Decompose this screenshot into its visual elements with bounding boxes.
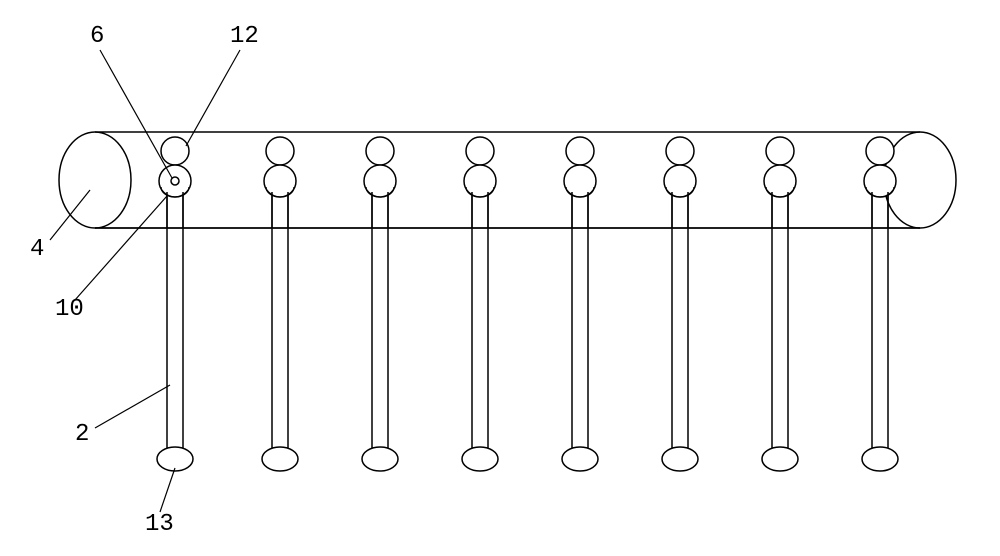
rod-top-knob [566,137,594,165]
rod-top-knob [161,137,189,165]
callout-label: 13 [145,511,174,538]
rod-foot [762,447,798,471]
rod-foot [262,447,298,471]
rod-assembly [462,137,498,471]
rod-assembly [362,137,398,471]
rod-foot [862,447,898,471]
rod-top-knob [866,137,894,165]
rod-top-knob [366,137,394,165]
callout-leader [50,190,90,240]
callout-leader [95,385,170,428]
rod-top-knob [466,137,494,165]
rod-top-knob [266,137,294,165]
callout-label: 2 [75,421,89,448]
callout-label: 4 [30,236,44,263]
rod-assembly [662,137,698,471]
rod-top-knob [766,137,794,165]
rod-assembly [262,137,298,471]
rod-foot [157,447,193,471]
callout-label: 6 [90,23,104,50]
callout-leader [75,196,167,300]
rod-assembly [562,137,598,471]
rod-foot [562,447,598,471]
callout-label: 10 [55,296,84,323]
callout-leader [100,50,172,178]
rod-foot [362,447,398,471]
mechanical-diagram: 6 12 4 10 2 13 [0,0,1000,556]
rod-assembly [157,137,193,471]
callout-leader [160,468,175,512]
callout-label: 12 [230,23,259,50]
rod-assembly [862,137,898,471]
rod-foot [662,447,698,471]
rod-top-knob [666,137,694,165]
rod-foot [462,447,498,471]
cylinder-left-cap [59,132,131,228]
rod-assembly [762,137,798,471]
